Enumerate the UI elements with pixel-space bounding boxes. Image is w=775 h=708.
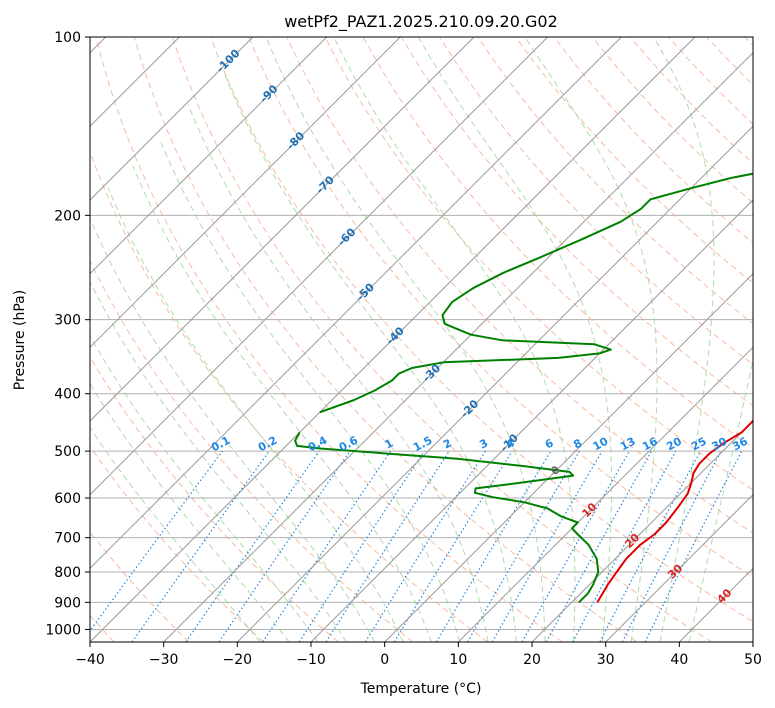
- isotherm-line: [310, 199, 753, 642]
- moist-adiabat-line: [160, 141, 461, 642]
- moist-adiabat-line: [90, 280, 347, 642]
- moist-adiabat-line: [90, 426, 261, 642]
- moist-adiabat-line: [653, 37, 715, 642]
- mixing-ratio-line: [262, 450, 392, 642]
- y-tick-label: 500: [54, 444, 81, 460]
- x-tick-label: 30: [597, 652, 615, 668]
- y-axis-label: Pressure (hPa): [12, 290, 28, 390]
- dewpoint-profile-line: [319, 172, 753, 414]
- mixing-ratio-line: [131, 450, 270, 642]
- y-tick-label: 1000: [45, 622, 81, 638]
- pressure-grid: [90, 37, 753, 630]
- mixing-ratio-lines: [90, 450, 743, 642]
- isotherm-line: [531, 420, 753, 642]
- y-tick-label: 200: [54, 208, 81, 224]
- sounding-series: [294, 172, 753, 604]
- y-tick-label: 100: [54, 30, 81, 46]
- mixing-ratio-line: [298, 450, 425, 642]
- mixing-ratio-label: 16: [640, 435, 660, 454]
- dry-adiabat-line: [95, 37, 563, 642]
- isotherm-line: [90, 37, 328, 275]
- mixing-ratio-label: 30: [710, 435, 730, 454]
- isotherm-line: [90, 37, 549, 496]
- y-tick-label: 800: [54, 565, 81, 581]
- dry-adiabat-line: [515, 37, 753, 284]
- isotherm-line: [163, 51, 753, 642]
- isotherm-line: [90, 37, 254, 201]
- isotherm-line: [236, 125, 753, 642]
- isotherm-line: [605, 493, 753, 642]
- dry-adiabat-line: [286, 37, 753, 534]
- x-tick-label: 20: [523, 652, 541, 668]
- moist-adiabat-line: [333, 37, 576, 642]
- dry-adiabat-line: [210, 37, 753, 623]
- moist-adiabat-line: [417, 37, 613, 642]
- moist-adiabat-line: [265, 37, 546, 642]
- mixing-ratio-label: 20: [664, 435, 684, 454]
- y-tick-label: 900: [54, 595, 81, 611]
- mixing-ratio-line: [185, 450, 320, 642]
- x-axis-ticks: −40 −30 −20 −10 0 10 20 30 40 50: [75, 642, 762, 668]
- dry-adiabats: [90, 37, 753, 642]
- x-tick-label: −40: [75, 652, 105, 668]
- moist-adiabat-line: [524, 37, 658, 642]
- mixing-ratio-line: [644, 450, 743, 642]
- y-tick-label: 400: [54, 387, 81, 403]
- dry-adiabat-line: [324, 37, 753, 491]
- isotherm-line: [457, 346, 753, 642]
- mixing-ratio-label: 25: [689, 435, 709, 454]
- mixing-ratio-label: 36: [730, 435, 750, 454]
- x-tick-label: 0: [380, 652, 389, 668]
- mixing-ratio-line: [90, 450, 223, 632]
- y-tick-label: 600: [54, 491, 81, 507]
- dry-adiabat-line: [171, 37, 712, 642]
- isotherms: [90, 37, 753, 642]
- y-axis-ticks: 100 200 300 400 500 600 700 800 900 1000: [45, 30, 90, 638]
- chart-title: wetPf2_PAZ1.2025.210.09.20.G02: [284, 12, 558, 32]
- isotherm-line: [90, 37, 401, 349]
- moist-adiabat-line: [90, 334, 319, 642]
- mixing-ratio-line: [545, 450, 653, 642]
- dry-adiabat-line: [90, 259, 414, 642]
- moist-adiabat-line: [107, 188, 404, 642]
- isotherm-line: [90, 37, 696, 642]
- mixing-ratio-line: [572, 450, 677, 642]
- moist-adiabat-line: [223, 72, 517, 642]
- x-tick-label: 40: [670, 652, 688, 668]
- dry-adiabat-line: [248, 37, 753, 578]
- x-tick-label: −30: [149, 652, 179, 668]
- dry-adiabat-line: [90, 445, 264, 642]
- x-tick-label: 50: [744, 652, 762, 668]
- isotherm-line: [384, 272, 753, 642]
- mixing-ratio-line: [325, 450, 450, 642]
- dry-adiabat-line: [90, 356, 339, 642]
- temperature-profile-line: [596, 418, 753, 603]
- moist-adiabat-line: [132, 165, 432, 642]
- isotherm-line: [90, 37, 475, 422]
- x-axis-label: Temperature (°C): [360, 681, 482, 697]
- moist-adiabat-line: [688, 358, 753, 642]
- isotherm-line: [90, 37, 622, 570]
- x-tick-label: −20: [223, 652, 253, 668]
- mixing-ratio-label: 10: [591, 435, 611, 454]
- mixing-ratio-line: [521, 450, 631, 642]
- y-tick-label: 700: [54, 531, 81, 547]
- mixing-ratio-line: [218, 450, 351, 642]
- plot-frame: [89, 36, 754, 643]
- x-tick-label: −10: [296, 652, 326, 668]
- moist-adiabat-line: [187, 104, 489, 642]
- dewpoint-profile-line: [294, 431, 600, 604]
- x-tick-label: 10: [449, 652, 467, 668]
- mixing-ratio-label: 13: [618, 435, 638, 454]
- y-tick-label: 300: [54, 313, 81, 329]
- moist-adiabat-line: [90, 382, 290, 642]
